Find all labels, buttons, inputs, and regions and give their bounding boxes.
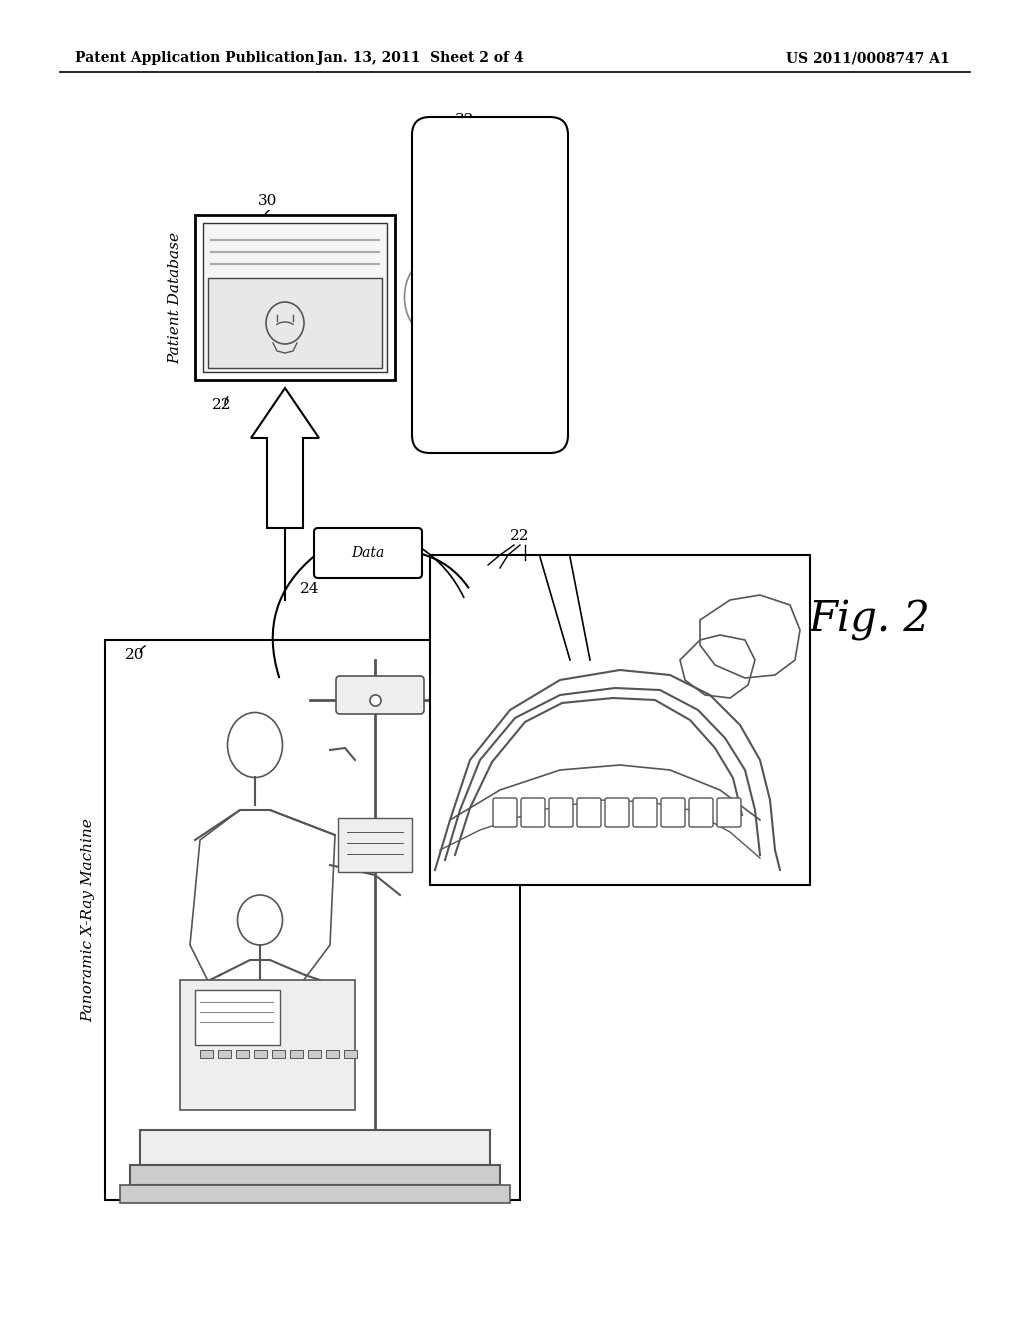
FancyBboxPatch shape [633, 799, 657, 828]
Text: 24: 24 [300, 582, 319, 597]
Bar [272, 1049, 285, 1059]
Bar [195, 215, 395, 380]
Bar [344, 1049, 357, 1059]
FancyBboxPatch shape [521, 799, 545, 828]
Bar [430, 554, 810, 884]
FancyBboxPatch shape [180, 979, 355, 1110]
Bar [105, 640, 520, 1200]
Text: 32: 32 [456, 114, 475, 127]
Bar [254, 1049, 267, 1059]
Text: Jan. 13, 2011  Sheet 2 of 4: Jan. 13, 2011 Sheet 2 of 4 [316, 51, 523, 65]
Text: 30: 30 [258, 194, 278, 209]
Bar [218, 1049, 231, 1059]
Bar [130, 1166, 500, 1185]
Bar [200, 1049, 213, 1059]
Text: US 2011/0008747 A1: US 2011/0008747 A1 [786, 51, 950, 65]
Bar [208, 279, 382, 368]
FancyBboxPatch shape [577, 799, 601, 828]
Bar [308, 1049, 321, 1059]
FancyBboxPatch shape [336, 676, 424, 714]
Text: X-Ray Anatomy converted
into Facebow Data: X-Ray Anatomy converted into Facebow Dat… [475, 194, 505, 376]
FancyBboxPatch shape [549, 799, 573, 828]
Bar [195, 990, 280, 1045]
FancyBboxPatch shape [412, 117, 568, 453]
Bar [290, 1049, 303, 1059]
Bar [120, 1185, 510, 1203]
Bar [236, 1049, 249, 1059]
Bar [326, 1049, 339, 1059]
Text: Patent Application Publication: Patent Application Publication [75, 51, 314, 65]
Text: Data: Data [351, 546, 385, 560]
Text: Panoramic X-Ray Scan: Panoramic X-Ray Scan [793, 632, 807, 808]
FancyBboxPatch shape [338, 818, 412, 873]
Bar [203, 223, 387, 372]
Bar [140, 1130, 490, 1166]
Text: Panoramic X-Ray Machine: Panoramic X-Ray Machine [81, 818, 95, 1022]
FancyBboxPatch shape [605, 799, 629, 828]
Text: 22: 22 [212, 399, 231, 412]
Text: Patient Database: Patient Database [168, 231, 182, 363]
FancyBboxPatch shape [314, 528, 422, 578]
Text: 20: 20 [125, 648, 144, 663]
FancyBboxPatch shape [717, 799, 741, 828]
FancyBboxPatch shape [493, 799, 517, 828]
Text: Fig. 2: Fig. 2 [809, 599, 931, 642]
FancyBboxPatch shape [689, 799, 713, 828]
Polygon shape [251, 388, 319, 528]
FancyBboxPatch shape [662, 799, 685, 828]
Text: 22: 22 [510, 529, 529, 543]
